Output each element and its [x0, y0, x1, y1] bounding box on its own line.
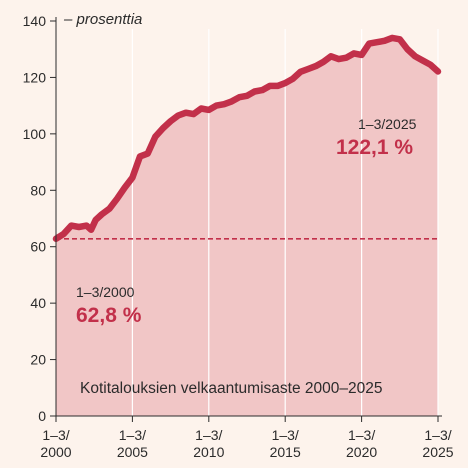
data-point-9 [116, 198, 118, 200]
data-point-23 [223, 103, 225, 105]
y-tick-label-140: 140 [23, 13, 47, 29]
data-point-44 [383, 40, 386, 42]
data-point-45 [391, 37, 393, 39]
data-point-32 [292, 78, 294, 80]
data-point-8 [108, 208, 111, 210]
data-point-47 [406, 48, 408, 50]
data-point-1 [63, 233, 65, 235]
annotation-end-period: 1–3/2025 [358, 116, 417, 132]
y-tick-label-0: 0 [38, 408, 46, 424]
data-point-11 [131, 177, 133, 179]
data-point-33 [299, 71, 302, 73]
data-point-25 [238, 96, 240, 98]
y-tick-label-120: 120 [23, 69, 47, 85]
series-line [52, 34, 442, 243]
data-point-39 [345, 57, 347, 59]
data-point-24 [231, 100, 233, 102]
data-point-49 [422, 59, 424, 62]
data-point-29 [269, 85, 271, 87]
data-point-41 [361, 54, 363, 56]
data-point-28 [261, 89, 263, 91]
data-point-43 [376, 41, 378, 43]
data-point-42 [368, 43, 370, 45]
data-point-21 [208, 109, 210, 111]
data-point-48 [414, 55, 416, 57]
x-tick-label-2000-line2: 2000 [40, 444, 71, 460]
annotation-start-period: 1–3/2000 [76, 284, 135, 300]
data-point-2 [70, 225, 72, 227]
area-fill [56, 37, 438, 417]
data-point-27 [254, 90, 256, 93]
data-point-3 [78, 226, 80, 228]
x-tick-label-2015-line1: 1–3/ [272, 427, 299, 443]
data-point-15 [162, 127, 164, 129]
data-point-38 [338, 58, 340, 60]
data-point-30 [277, 85, 279, 87]
data-point-7 [101, 213, 103, 215]
data-point-40 [353, 52, 355, 55]
data-point-13 [147, 153, 149, 155]
x-tick-label-2020-line1: 1–3/ [348, 427, 375, 443]
data-point-26 [246, 95, 248, 97]
data-point-17 [177, 114, 179, 117]
data-point-6 [95, 219, 97, 221]
data-point-20 [200, 107, 202, 110]
annotation-end-value: 122,1 % [336, 136, 413, 159]
area-layer [56, 37, 438, 417]
data-point-14 [154, 136, 156, 138]
x-tick-label-2015-line2: 2015 [270, 444, 301, 460]
data-point-16 [170, 120, 172, 122]
data-point-34 [307, 68, 309, 70]
x-tick-label-2020-line2: 2020 [346, 444, 377, 460]
data-point-4 [86, 225, 88, 227]
y-tick-label-100: 100 [23, 126, 47, 142]
data-point-35 [315, 65, 317, 67]
data-point-46 [399, 38, 401, 40]
data-point-5 [90, 229, 92, 231]
data-point-37 [330, 55, 332, 57]
x-tick-label-2000-line1: 1–3/ [42, 427, 69, 443]
y-tick-label-60: 60 [30, 239, 46, 255]
y-tick-label-20: 20 [30, 352, 46, 368]
annotation-start-value: 62,8 % [76, 304, 142, 327]
data-point-36 [322, 61, 324, 63]
x-tick-label-2025-line1: 1–3/ [424, 427, 451, 443]
x-tick-label-2005-line1: 1–3/ [119, 427, 146, 443]
data-point-12 [139, 155, 141, 157]
grid-layer [131, 29, 439, 416]
data-point-22 [215, 105, 217, 107]
chart-title: Kotitalouksien velkaantumisaste 2000–202… [80, 380, 382, 397]
data-point-19 [192, 113, 195, 115]
y-unit-label: – prosenttia [63, 11, 142, 28]
x-tick-label-2025-line2: 2025 [422, 444, 453, 460]
x-tick-label-2005-line2: 2005 [117, 444, 148, 460]
axis-layer: 0204060801001201401–3/20001–3/20051–3/20… [23, 13, 454, 460]
y-tick-label-80: 80 [30, 182, 46, 198]
line-layer [52, 34, 442, 243]
text-layer: – prosenttia Kotitalouksien velkaantumis… [63, 11, 417, 397]
x-tick-label-2010-line1: 1–3/ [195, 427, 222, 443]
data-point-50 [429, 64, 431, 66]
data-point-18 [185, 112, 187, 114]
y-tick-label-40: 40 [30, 295, 46, 311]
x-tick-label-2010-line2: 2010 [193, 444, 224, 460]
data-point-10 [124, 186, 126, 189]
data-point-31 [284, 82, 286, 84]
data-point-51 [437, 70, 439, 73]
